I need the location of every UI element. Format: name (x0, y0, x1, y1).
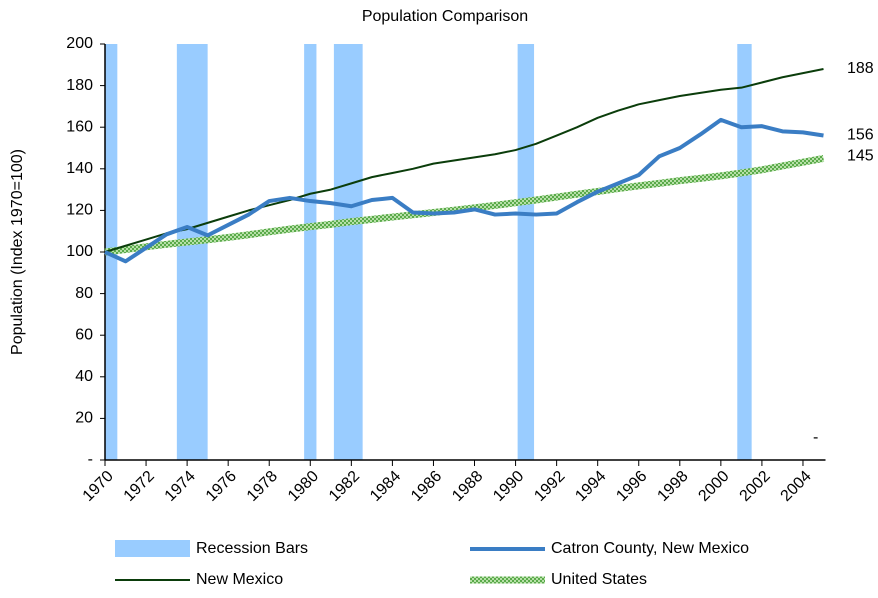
x-tick-label: 1992 (531, 468, 568, 505)
y-tick-label: 40 (75, 368, 93, 385)
y-tick-label: 180 (66, 77, 93, 94)
legend-label: United States (551, 571, 647, 588)
recession-bar (304, 44, 317, 460)
x-tick-label: 1984 (367, 468, 404, 505)
y-tick-label: 140 (66, 160, 93, 177)
y-tick-label: 120 (66, 202, 93, 219)
end-label: 145 (847, 148, 874, 165)
y-tick-label: 20 (75, 410, 93, 427)
x-tick-label: 1994 (572, 468, 609, 505)
y-tick-label: 100 (66, 243, 93, 260)
x-tick-label: 1970 (80, 468, 117, 505)
x-tick-label: 2002 (737, 468, 774, 505)
y-tick-label: 60 (75, 326, 93, 343)
x-tick-label: 1986 (408, 468, 445, 505)
x-tick-label: 1982 (326, 468, 363, 505)
x-tick-label: 2000 (695, 468, 732, 505)
end-label: 156 (847, 127, 874, 144)
x-tick-label: 1978 (244, 468, 281, 505)
x-tick-label: 1996 (613, 468, 650, 505)
chart-title: Population Comparison (362, 8, 528, 25)
recession-bar (517, 44, 535, 460)
x-tick-label: 1976 (203, 468, 240, 505)
legend-label: Catron County, New Mexico (551, 540, 749, 557)
legend-label: New Mexico (196, 571, 283, 588)
recession-bar (737, 44, 752, 460)
x-tick-label: 1980 (285, 468, 322, 505)
x-tick-label: 1998 (654, 468, 691, 505)
series-line (104, 117, 824, 264)
recession-bar (176, 44, 208, 460)
recession-bar (333, 44, 363, 460)
y-tick-label: 200 (66, 35, 93, 52)
y-axis-title: Population (Index 1970=100) (9, 149, 26, 355)
y-tick-label: 160 (66, 118, 93, 135)
series-line (104, 154, 825, 256)
x-tick-label: 1990 (490, 468, 527, 505)
series-line (104, 67, 824, 253)
x-tick-label: 2004 (778, 468, 815, 505)
y-tick-label: 80 (75, 285, 93, 302)
legend-swatch (115, 540, 190, 557)
x-tick-label: 1972 (121, 468, 158, 505)
end-label: 188 (847, 60, 874, 77)
annotation: - (813, 429, 818, 446)
y-tick-label: - (88, 451, 93, 468)
legend-label: Recession Bars (196, 540, 308, 557)
x-tick-label: 1988 (449, 468, 486, 505)
x-tick-label: 1974 (162, 468, 199, 505)
